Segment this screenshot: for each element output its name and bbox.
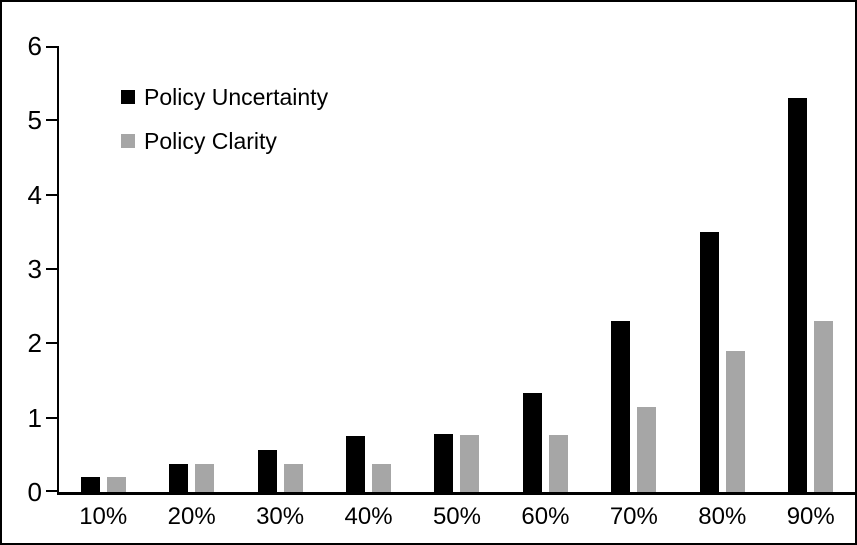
bar-policy-uncertainty [522, 393, 542, 492]
y-tick-label: 2 [27, 328, 42, 359]
x-tick-label: 50% [432, 503, 481, 530]
bar-policy-uncertainty [788, 98, 808, 492]
x-tick-label: 70% [609, 503, 658, 530]
legend-swatch-icon [121, 134, 135, 148]
bar-group-90% [767, 46, 855, 492]
y-tick-mark [46, 119, 59, 122]
y-tick-label: 0 [27, 477, 42, 507]
y-tick-label: 3 [27, 254, 42, 284]
bar-group-80% [678, 46, 766, 492]
bar-group-60% [501, 46, 589, 492]
legend-row: Policy Uncertainty [121, 82, 328, 112]
bar-group-20% [147, 46, 235, 492]
x-tick-label: 80% [698, 503, 747, 530]
bar-policy-clarity [283, 463, 303, 492]
bar-policy-clarity [195, 463, 215, 492]
bar-group-50% [413, 46, 501, 492]
y-tick-label: 5 [27, 105, 42, 136]
bar-policy-clarity [548, 434, 568, 492]
bar-policy-clarity [106, 477, 126, 492]
bar-policy-clarity [814, 321, 834, 492]
y-tick-label: 4 [27, 179, 42, 210]
y-tick-label: 6 [27, 31, 42, 61]
y-tick-mark [46, 342, 59, 345]
y-tick-mark [46, 46, 59, 48]
legend-label: Policy Clarity [144, 127, 277, 154]
y-tick-mark [46, 193, 59, 196]
legend: Policy Uncertainty Policy Clarity [121, 82, 328, 156]
bar-group-10% [59, 46, 147, 492]
x-tick-label: 40% [344, 503, 393, 530]
bar-group-40% [324, 46, 412, 492]
bar-policy-clarity [460, 434, 480, 492]
x-axis-labels: 10% 20% 30% 40% 50% 60% 70% 80% 90% [59, 503, 855, 531]
legend-row: Policy Clarity [121, 126, 328, 156]
bar-group-30% [236, 46, 324, 492]
x-tick-label: 90% [786, 503, 835, 530]
plot-area: 0 1 2 3 4 5 6 Policy Uncertainty Policy Clarity [28, 33, 855, 505]
bar-policy-uncertainty [699, 231, 719, 492]
bar-policy-uncertainty [80, 477, 100, 492]
bar-policy-uncertainty [611, 321, 631, 492]
x-tick-label: 20% [167, 503, 216, 530]
bar-policy-uncertainty [434, 434, 454, 492]
bar-policy-clarity [637, 406, 657, 492]
bar-policy-uncertainty [346, 436, 366, 492]
bars-row [59, 46, 855, 492]
y-tick-label: 1 [27, 402, 42, 433]
x-tick-label: 30% [256, 503, 305, 530]
y-tick-mark [46, 268, 59, 270]
x-tick-label: 60% [521, 503, 570, 530]
bar-policy-clarity [372, 463, 392, 492]
legend-label: Policy Uncertainty [144, 83, 329, 110]
bar-group-70% [590, 46, 678, 492]
y-tick-mark [46, 416, 59, 419]
x-tick-label: 10% [79, 503, 128, 530]
bar-policy-clarity [725, 350, 745, 492]
legend-swatch-icon [121, 90, 135, 104]
bar-policy-uncertainty [169, 463, 189, 492]
bar-policy-uncertainty [257, 449, 277, 492]
y-tick-mark [46, 490, 59, 492]
